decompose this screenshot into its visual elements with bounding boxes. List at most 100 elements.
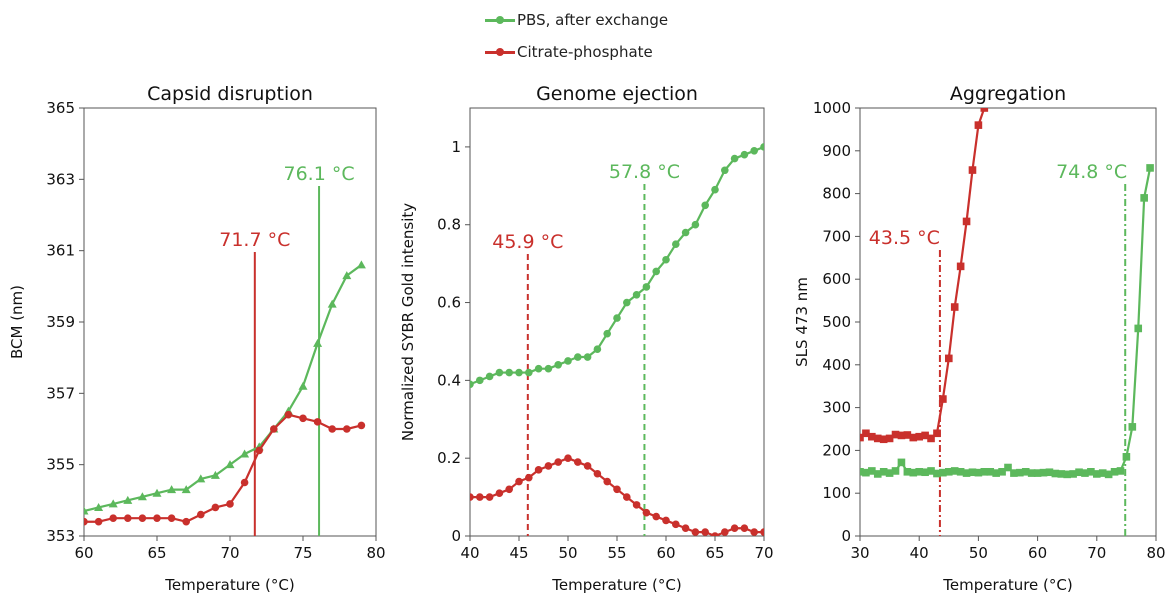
- data-point: [956, 468, 965, 476]
- data-point: [196, 474, 206, 483]
- data-point: [956, 262, 965, 271]
- data-point: [583, 462, 592, 470]
- y-tick-label: 0.4: [437, 371, 461, 389]
- legend-item-citrate: Citrate-phosphate: [485, 36, 668, 68]
- data-point: [921, 468, 929, 477]
- data-point: [240, 478, 249, 487]
- data-point: [505, 485, 513, 494]
- data-point: [980, 108, 989, 112]
- data-point: [897, 458, 906, 467]
- data-point: [950, 467, 959, 475]
- x-tick-label: 40: [460, 544, 479, 562]
- data-point: [652, 512, 660, 521]
- data-point: [153, 514, 161, 522]
- x-tick-label: 40: [910, 544, 929, 562]
- data-point: [613, 314, 621, 322]
- x-axis-label: Temperature (°C): [551, 576, 681, 594]
- data-point: [544, 364, 553, 373]
- data-point: [1057, 470, 1066, 478]
- y-tick-label: 600: [822, 270, 851, 288]
- data-point: [534, 364, 543, 373]
- x-tick-label: 55: [607, 544, 626, 562]
- data-point: [750, 528, 758, 536]
- data-point: [933, 429, 941, 438]
- data-point: [211, 503, 220, 512]
- series-pbs: [860, 164, 1154, 479]
- y-tick-label: 1000: [813, 99, 851, 117]
- data-point: [181, 485, 191, 494]
- data-point: [885, 434, 894, 443]
- data-point: [109, 514, 117, 522]
- data-point: [681, 524, 690, 533]
- x-axis-label: Temperature (°C): [942, 576, 1072, 594]
- data-point: [711, 185, 719, 194]
- data-point: [357, 421, 366, 430]
- data-point: [1140, 194, 1148, 202]
- data-point: [632, 501, 641, 509]
- y-tick-label: 700: [822, 227, 851, 245]
- series-citrate: [470, 454, 764, 536]
- legend-dot-citrate: [496, 48, 504, 56]
- y-axis-label: SLS 473 nm: [793, 277, 811, 367]
- chart-title: Aggregation: [950, 83, 1066, 105]
- data-point: [515, 368, 523, 377]
- data-point: [299, 414, 307, 423]
- data-point: [945, 354, 953, 363]
- x-tick-label: 70: [1087, 544, 1106, 562]
- data-point: [94, 517, 103, 526]
- data-point: [554, 361, 562, 369]
- legend-item-pbs: PBS, after exchange: [485, 4, 668, 36]
- data-point: [554, 458, 562, 466]
- data-point: [992, 469, 1000, 477]
- data-point: [740, 150, 749, 159]
- data-point: [1021, 468, 1030, 476]
- data-point: [915, 468, 923, 476]
- data-point: [1098, 469, 1107, 477]
- threshold-label: 76.1 °C: [283, 163, 354, 185]
- chart-title: Capsid disruption: [147, 83, 313, 105]
- data-point: [873, 434, 882, 443]
- data-point: [476, 376, 484, 385]
- data-point: [891, 467, 900, 475]
- threshold-label: 71.7 °C: [219, 229, 290, 251]
- data-point: [939, 395, 947, 403]
- data-point: [1110, 468, 1119, 476]
- data-point: [879, 435, 888, 444]
- data-point: [897, 431, 906, 440]
- x-tick-label: 70: [754, 544, 773, 562]
- data-point: [564, 454, 572, 462]
- data-point: [167, 514, 176, 522]
- data-point: [927, 434, 935, 443]
- data-point: [1122, 453, 1131, 461]
- legend-marker-pbs: [485, 13, 515, 27]
- chart-panel-2: Genome ejection 40 45 50 55 60 65 70 0 0.2 0.4 0.6 0…: [399, 83, 774, 594]
- x-tick-label: 60: [656, 544, 675, 562]
- data-point: [860, 433, 864, 442]
- series-line: [84, 264, 363, 513]
- data-point: [652, 267, 660, 276]
- data-point: [730, 524, 739, 533]
- data-point: [182, 517, 190, 526]
- y-tick-label: 355: [46, 456, 75, 474]
- y-tick-label: 0.8: [437, 216, 461, 234]
- data-point: [544, 462, 553, 470]
- y-tick-label: 0: [451, 527, 461, 545]
- data-point: [1027, 469, 1036, 477]
- x-tick-label: 65: [705, 544, 724, 562]
- y-tick-label: 1: [451, 138, 461, 156]
- data-point: [534, 466, 543, 474]
- x-tick-label: 60: [1028, 544, 1047, 562]
- data-point: [974, 468, 983, 477]
- data-point: [210, 470, 220, 479]
- threshold-label: 45.9 °C: [492, 231, 563, 253]
- data-point: [681, 228, 690, 237]
- legend: PBS, after exchange Citrate-phosphate: [485, 4, 668, 68]
- data-point: [927, 467, 935, 475]
- y-tick-label: 353: [46, 527, 75, 545]
- y-tick-label: 500: [822, 313, 851, 331]
- data-point: [909, 433, 918, 442]
- data-point: [495, 368, 504, 377]
- data-point: [760, 528, 764, 536]
- data-point: [903, 468, 912, 476]
- data-point: [968, 166, 977, 174]
